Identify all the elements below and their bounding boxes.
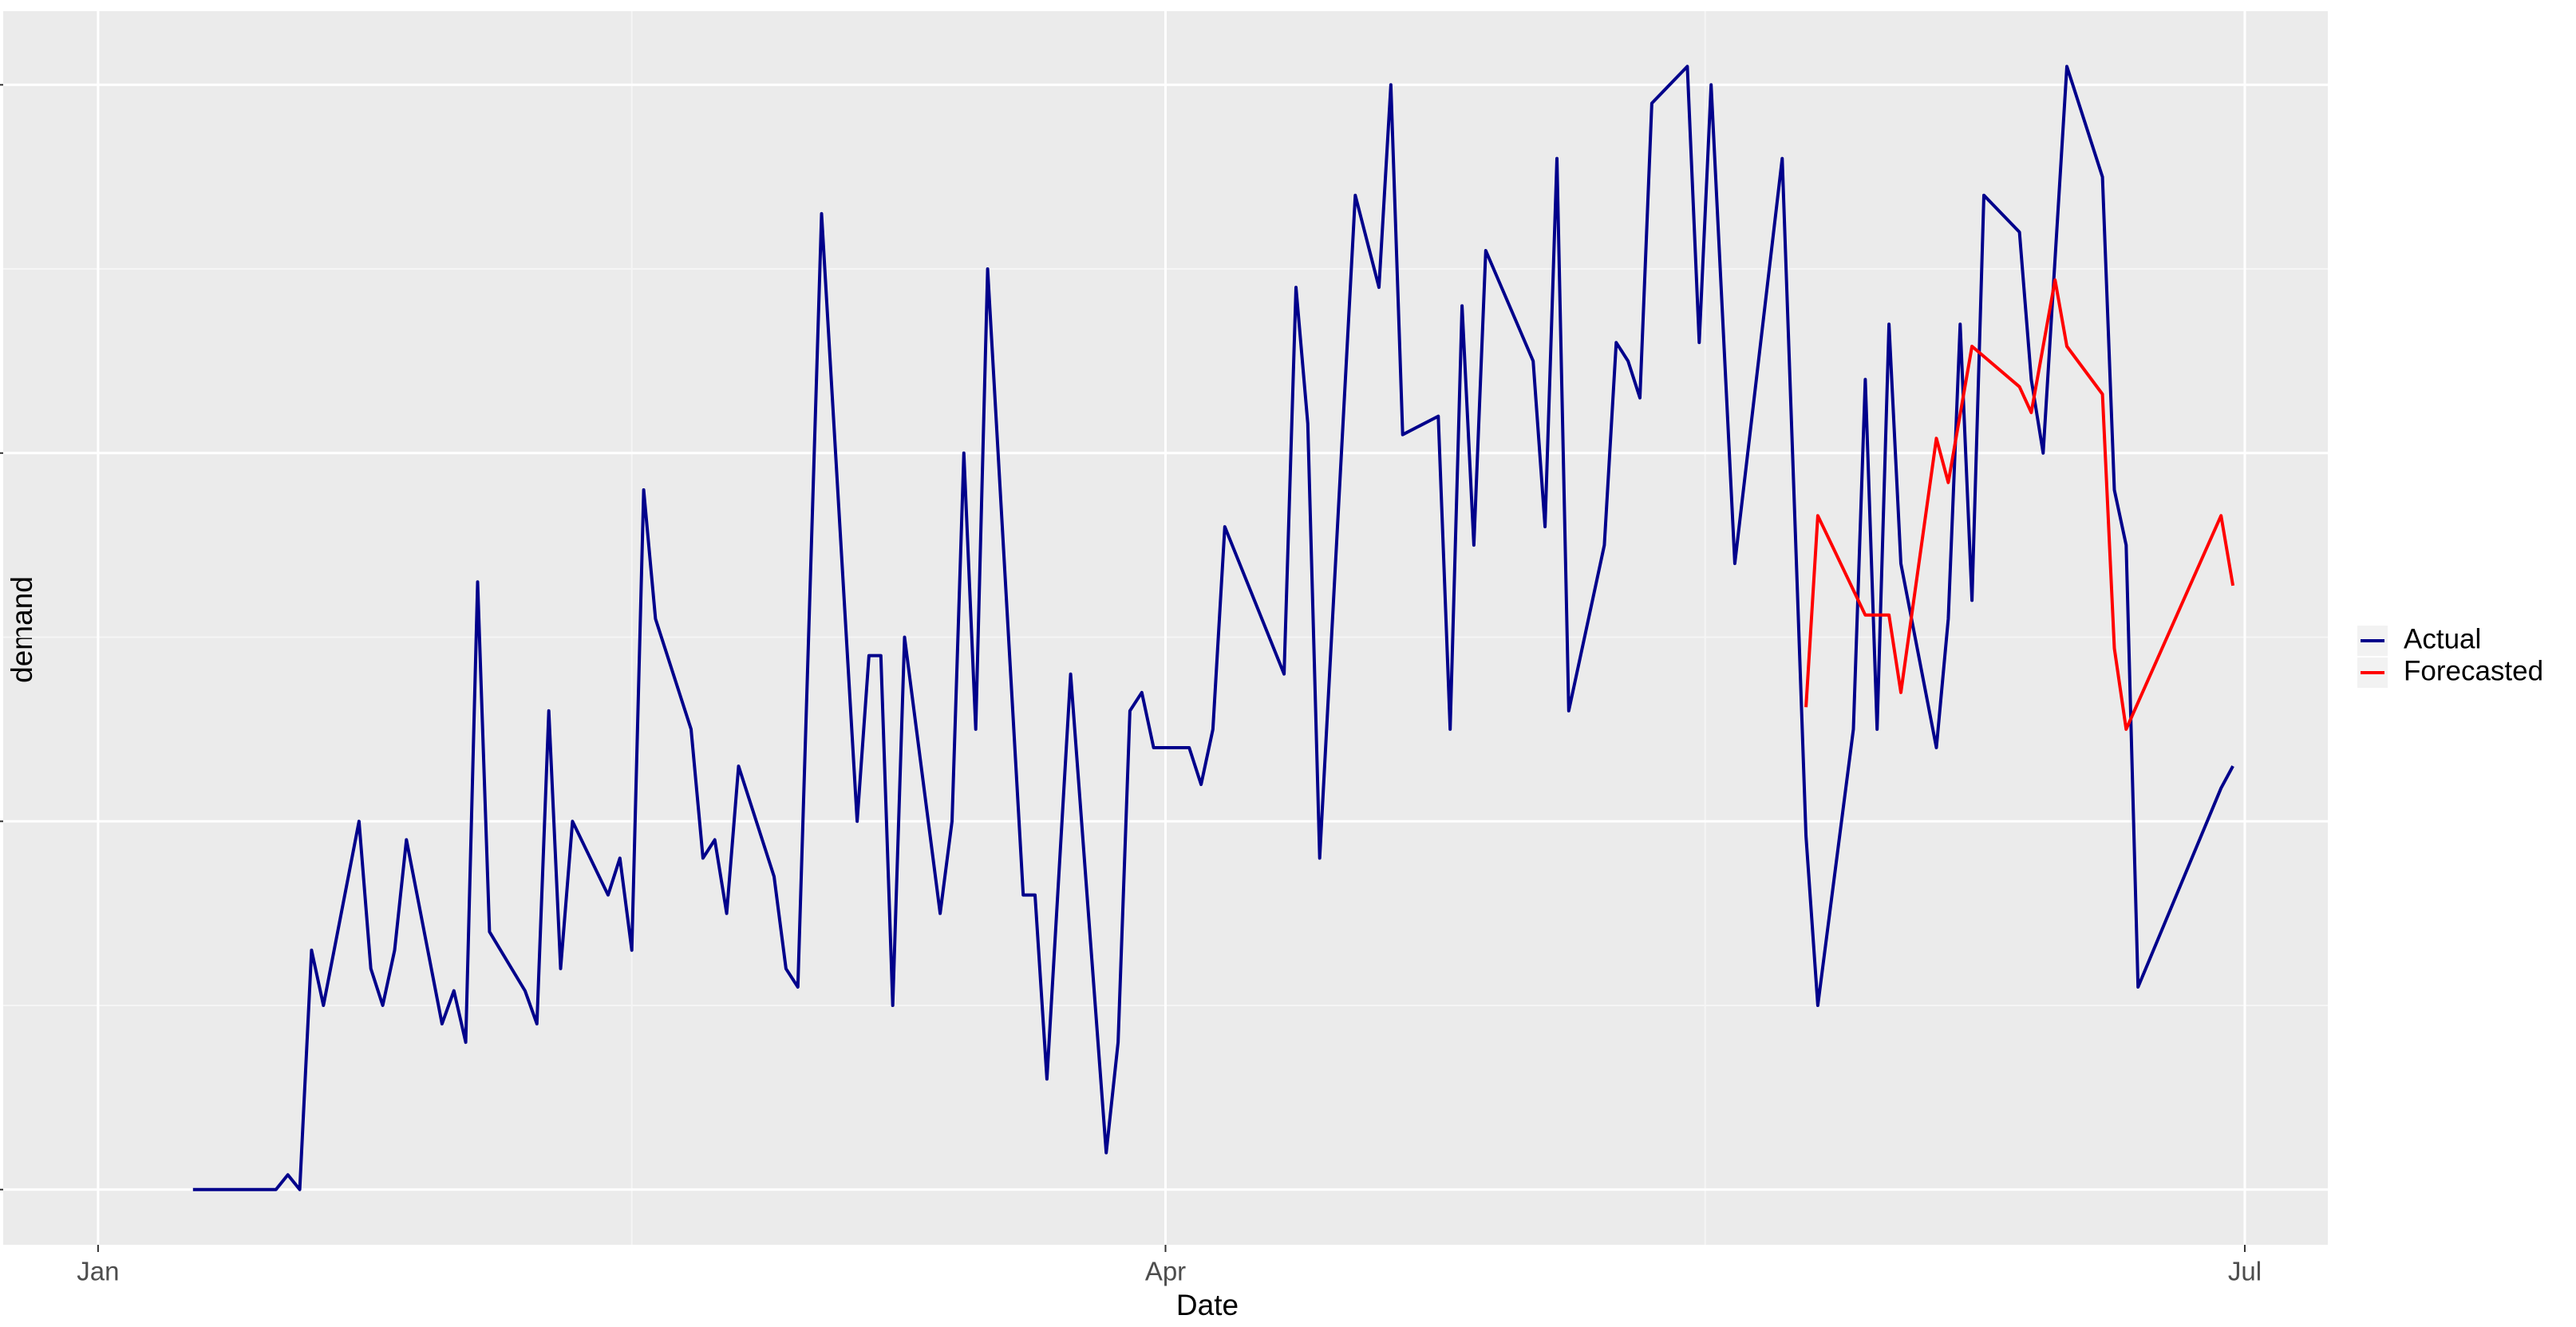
legend-label: Forecasted [2404,655,2543,686]
x-tick-label: Jul [2228,1257,2262,1286]
x-tick-label: Apr [1145,1257,1186,1286]
x-tick-label: Jan [77,1257,119,1286]
legend-label: Actual [2404,623,2481,654]
x-axis-title: Date [1176,1289,1239,1321]
data-line [1804,278,2235,731]
y-axis-title: demand [6,576,38,683]
data-line [192,65,2234,1191]
